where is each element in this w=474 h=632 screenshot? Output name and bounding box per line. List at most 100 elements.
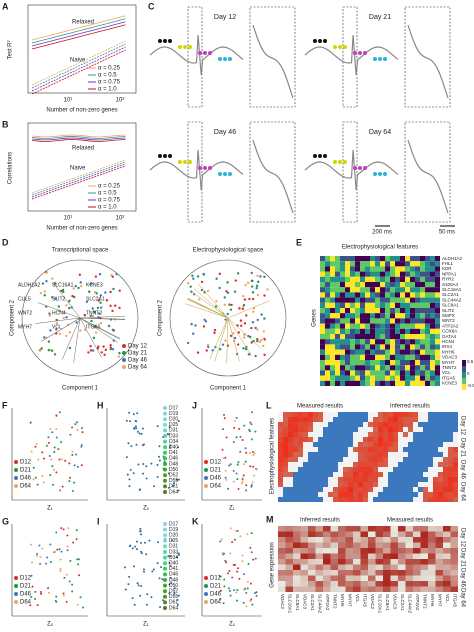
- cell: [435, 526, 443, 532]
- legend-label: α = 0.75: [98, 80, 121, 86]
- legend-dot: [14, 460, 18, 464]
- cell-dot: [63, 576, 66, 579]
- cell: [343, 467, 348, 472]
- cell-dot: [233, 589, 236, 592]
- cell-dot: [156, 425, 159, 428]
- cell: [293, 417, 298, 422]
- cell: [340, 308, 345, 314]
- cell: [353, 497, 358, 502]
- cell-dot: [200, 288, 204, 292]
- cell: [288, 482, 293, 487]
- cell-dot: [244, 587, 247, 590]
- cell: [345, 548, 353, 554]
- cell: [323, 526, 331, 532]
- cell: [373, 427, 378, 432]
- cell: [350, 261, 355, 267]
- cell: [318, 422, 323, 427]
- cell: [325, 318, 330, 324]
- cell-dot: [263, 275, 266, 278]
- cell-dot: [99, 294, 103, 297]
- cell: [420, 370, 425, 376]
- cell: [350, 365, 355, 371]
- cell: [338, 467, 343, 472]
- curve: [31, 139, 126, 142]
- x-label: Component 1: [62, 386, 99, 392]
- x-label: Z₁: [143, 622, 149, 628]
- cell-dot: [60, 441, 63, 444]
- trace: [149, 34, 244, 76]
- cell: [370, 380, 375, 386]
- cell: [365, 261, 370, 267]
- cell: [348, 462, 353, 467]
- cell: [325, 380, 330, 386]
- cell: [308, 467, 313, 472]
- cell: [293, 553, 301, 559]
- cell: [278, 581, 286, 587]
- cell: [423, 427, 428, 432]
- cell-dot: [66, 534, 69, 537]
- cell-dot: [47, 441, 50, 444]
- legend-label: D48: [169, 577, 178, 583]
- cell: [380, 323, 385, 329]
- cell: [420, 349, 425, 355]
- cell: [320, 349, 325, 355]
- cell: [283, 442, 288, 447]
- cell: [340, 302, 345, 308]
- cell: [313, 482, 318, 487]
- cell: [385, 276, 390, 282]
- cell: [323, 412, 328, 417]
- cell: [378, 457, 383, 462]
- cell: [355, 370, 360, 376]
- cell: [288, 452, 293, 457]
- cell: [318, 457, 323, 462]
- cell: [425, 313, 430, 319]
- cell: [380, 308, 385, 314]
- cell: [348, 487, 353, 492]
- cell-dot: [55, 427, 58, 430]
- cell: [365, 323, 370, 329]
- legend-dot: [163, 594, 167, 599]
- cell: [453, 427, 458, 432]
- legend-dot: [14, 576, 18, 580]
- cell: [285, 537, 293, 543]
- cell: [438, 412, 443, 417]
- cell-dot: [59, 570, 62, 573]
- cell-dot: [236, 343, 240, 346]
- cell: [313, 497, 318, 502]
- cell-dot: [62, 592, 65, 595]
- cell-dot: [130, 445, 133, 448]
- cell: [308, 482, 313, 487]
- cell: [435, 256, 440, 262]
- legend-label: D12: [20, 460, 32, 466]
- cell: [368, 492, 373, 497]
- cell: [433, 477, 438, 482]
- cell: [380, 354, 385, 360]
- x-tick-label: 10¹: [64, 216, 73, 222]
- cell-dot: [256, 318, 259, 322]
- cell: [408, 422, 413, 427]
- cell: [330, 271, 335, 277]
- cell: [423, 472, 428, 477]
- cell: [395, 297, 400, 303]
- y-label: Component 2: [158, 299, 164, 336]
- feature-dot: [318, 39, 322, 43]
- cell: [410, 261, 415, 267]
- cell: [395, 313, 400, 319]
- feature-dot: [178, 45, 182, 49]
- cell: [415, 360, 420, 366]
- cell: [360, 553, 368, 559]
- cell: [298, 492, 303, 497]
- cell: [413, 581, 421, 587]
- cell: [288, 497, 293, 502]
- cell: [278, 472, 283, 477]
- cell: [428, 531, 436, 537]
- cell: [355, 375, 360, 381]
- cell: [318, 427, 323, 432]
- cell: [320, 276, 325, 282]
- cell-dot: [51, 465, 54, 468]
- cell-dot: [228, 589, 231, 592]
- cell: [438, 422, 443, 427]
- cell: [395, 323, 400, 329]
- feature-dot: [223, 172, 227, 176]
- cell: [448, 457, 453, 462]
